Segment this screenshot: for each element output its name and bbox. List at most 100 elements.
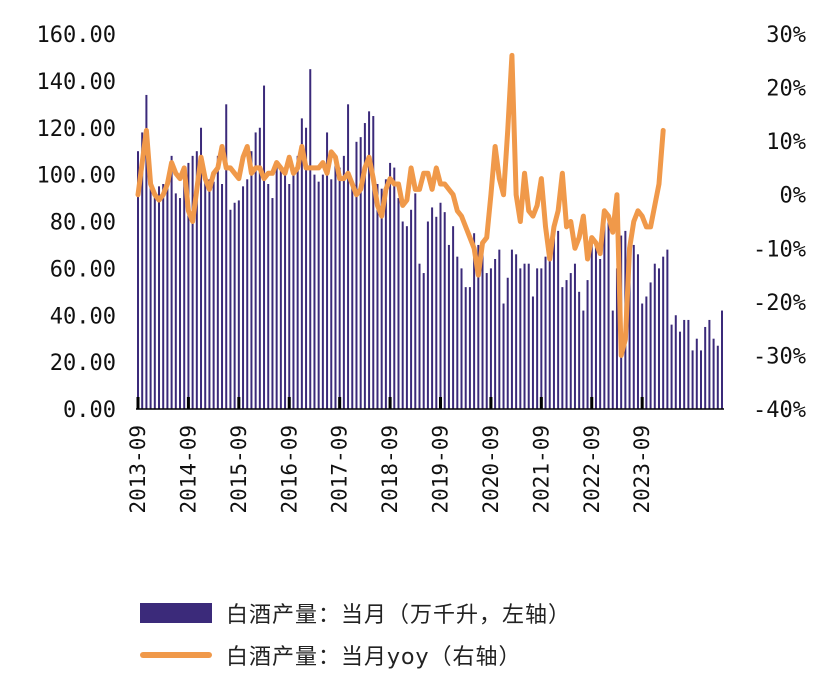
x-tick-mark [439, 397, 443, 409]
bar [305, 127, 308, 409]
bar [426, 221, 429, 409]
x-tick-mark [186, 397, 190, 409]
bar [275, 162, 278, 409]
legend-item-bar: 白酒产量：当月（万千升，左轴） [140, 592, 571, 634]
bar [330, 179, 333, 409]
bar [284, 174, 287, 410]
bar [141, 132, 144, 409]
bar [204, 174, 207, 410]
bar [687, 319, 690, 409]
left-tick-label: 40.00 [50, 304, 116, 329]
bar [153, 193, 156, 409]
x-tick-mark [136, 397, 140, 409]
right-tick-label: -10% [753, 237, 806, 262]
bar [645, 296, 648, 409]
bar [557, 230, 560, 410]
bar [435, 216, 438, 409]
x-tick-mark [338, 397, 342, 409]
x-tick-label: 2013-09 [126, 425, 150, 514]
bar [229, 209, 232, 409]
bar [515, 254, 518, 409]
bar [603, 216, 606, 409]
right-tick-label: -40% [753, 398, 806, 423]
bar [569, 273, 572, 409]
legend-item-line: 白酒产量：当月yoy（右轴） [140, 634, 571, 676]
bar [586, 280, 589, 409]
legend-label-bar: 白酒产量：当月（万千升，左轴） [226, 603, 572, 628]
x-tick-label: 2014-09 [176, 425, 200, 514]
bar [666, 249, 669, 410]
bar [548, 256, 551, 409]
bar [510, 249, 513, 410]
bar [338, 167, 341, 409]
x-tick-label: 2023-09 [630, 425, 654, 514]
x-tick-label: 2022-09 [580, 425, 604, 514]
bar [254, 132, 257, 409]
bar [594, 244, 597, 409]
bar [187, 162, 190, 409]
bar [221, 184, 224, 409]
bar [485, 273, 488, 409]
bar [519, 268, 522, 410]
bar [300, 118, 303, 410]
bar [477, 244, 480, 409]
bar [162, 184, 165, 409]
bar [195, 151, 198, 409]
bar [674, 315, 677, 409]
bar [641, 303, 644, 409]
bar [721, 310, 723, 409]
x-tick-mark [287, 397, 291, 409]
bar [565, 280, 568, 409]
bar [578, 291, 581, 409]
bar [502, 303, 505, 409]
bar [166, 179, 169, 409]
bar [279, 165, 282, 409]
x-tick-mark [237, 397, 241, 409]
bar [397, 198, 400, 409]
bar [552, 226, 555, 409]
bar [225, 104, 228, 409]
bar [611, 310, 614, 409]
legend: 白酒产量：当月（万千升，左轴） 白酒产量：当月yoy（右轴） [140, 592, 571, 676]
bar [363, 123, 366, 409]
bar [183, 172, 186, 409]
bar [359, 137, 362, 410]
bar [506, 277, 509, 409]
x-tick-label: 2016-09 [277, 425, 301, 514]
bar [599, 259, 602, 409]
right-tick-label: 0% [780, 184, 807, 209]
bar [582, 310, 585, 409]
yoy-line [135, 52, 666, 358]
right-tick-label: -20% [753, 291, 806, 316]
bar [271, 198, 274, 409]
bar [376, 184, 379, 409]
bar [170, 155, 173, 409]
bar [313, 174, 316, 410]
x-tick-mark [539, 397, 543, 409]
x-axis: 2013-09 2014-09 2015-09 2016-09 2017-09 2018-… [126, 397, 724, 514]
bar [708, 319, 711, 409]
bar [246, 179, 249, 409]
bar [179, 198, 182, 409]
bar [326, 132, 329, 409]
bar [233, 202, 236, 409]
bar [342, 155, 345, 409]
x-tick-mark [388, 397, 392, 409]
bar [250, 151, 253, 409]
bar [573, 263, 576, 409]
bar [527, 263, 530, 409]
right-axis: 30% 20% 10% 0% -10% -20% -30% -40% [753, 23, 806, 423]
bar [347, 104, 350, 409]
bar [670, 324, 673, 410]
bar [649, 282, 652, 409]
bar [334, 162, 337, 409]
bar [464, 287, 467, 410]
bar [678, 331, 681, 409]
bar [662, 256, 665, 409]
bar [389, 162, 392, 409]
bar [405, 226, 408, 409]
bar [191, 155, 194, 409]
bar [422, 273, 425, 409]
bar [632, 244, 635, 409]
bar [699, 350, 702, 409]
